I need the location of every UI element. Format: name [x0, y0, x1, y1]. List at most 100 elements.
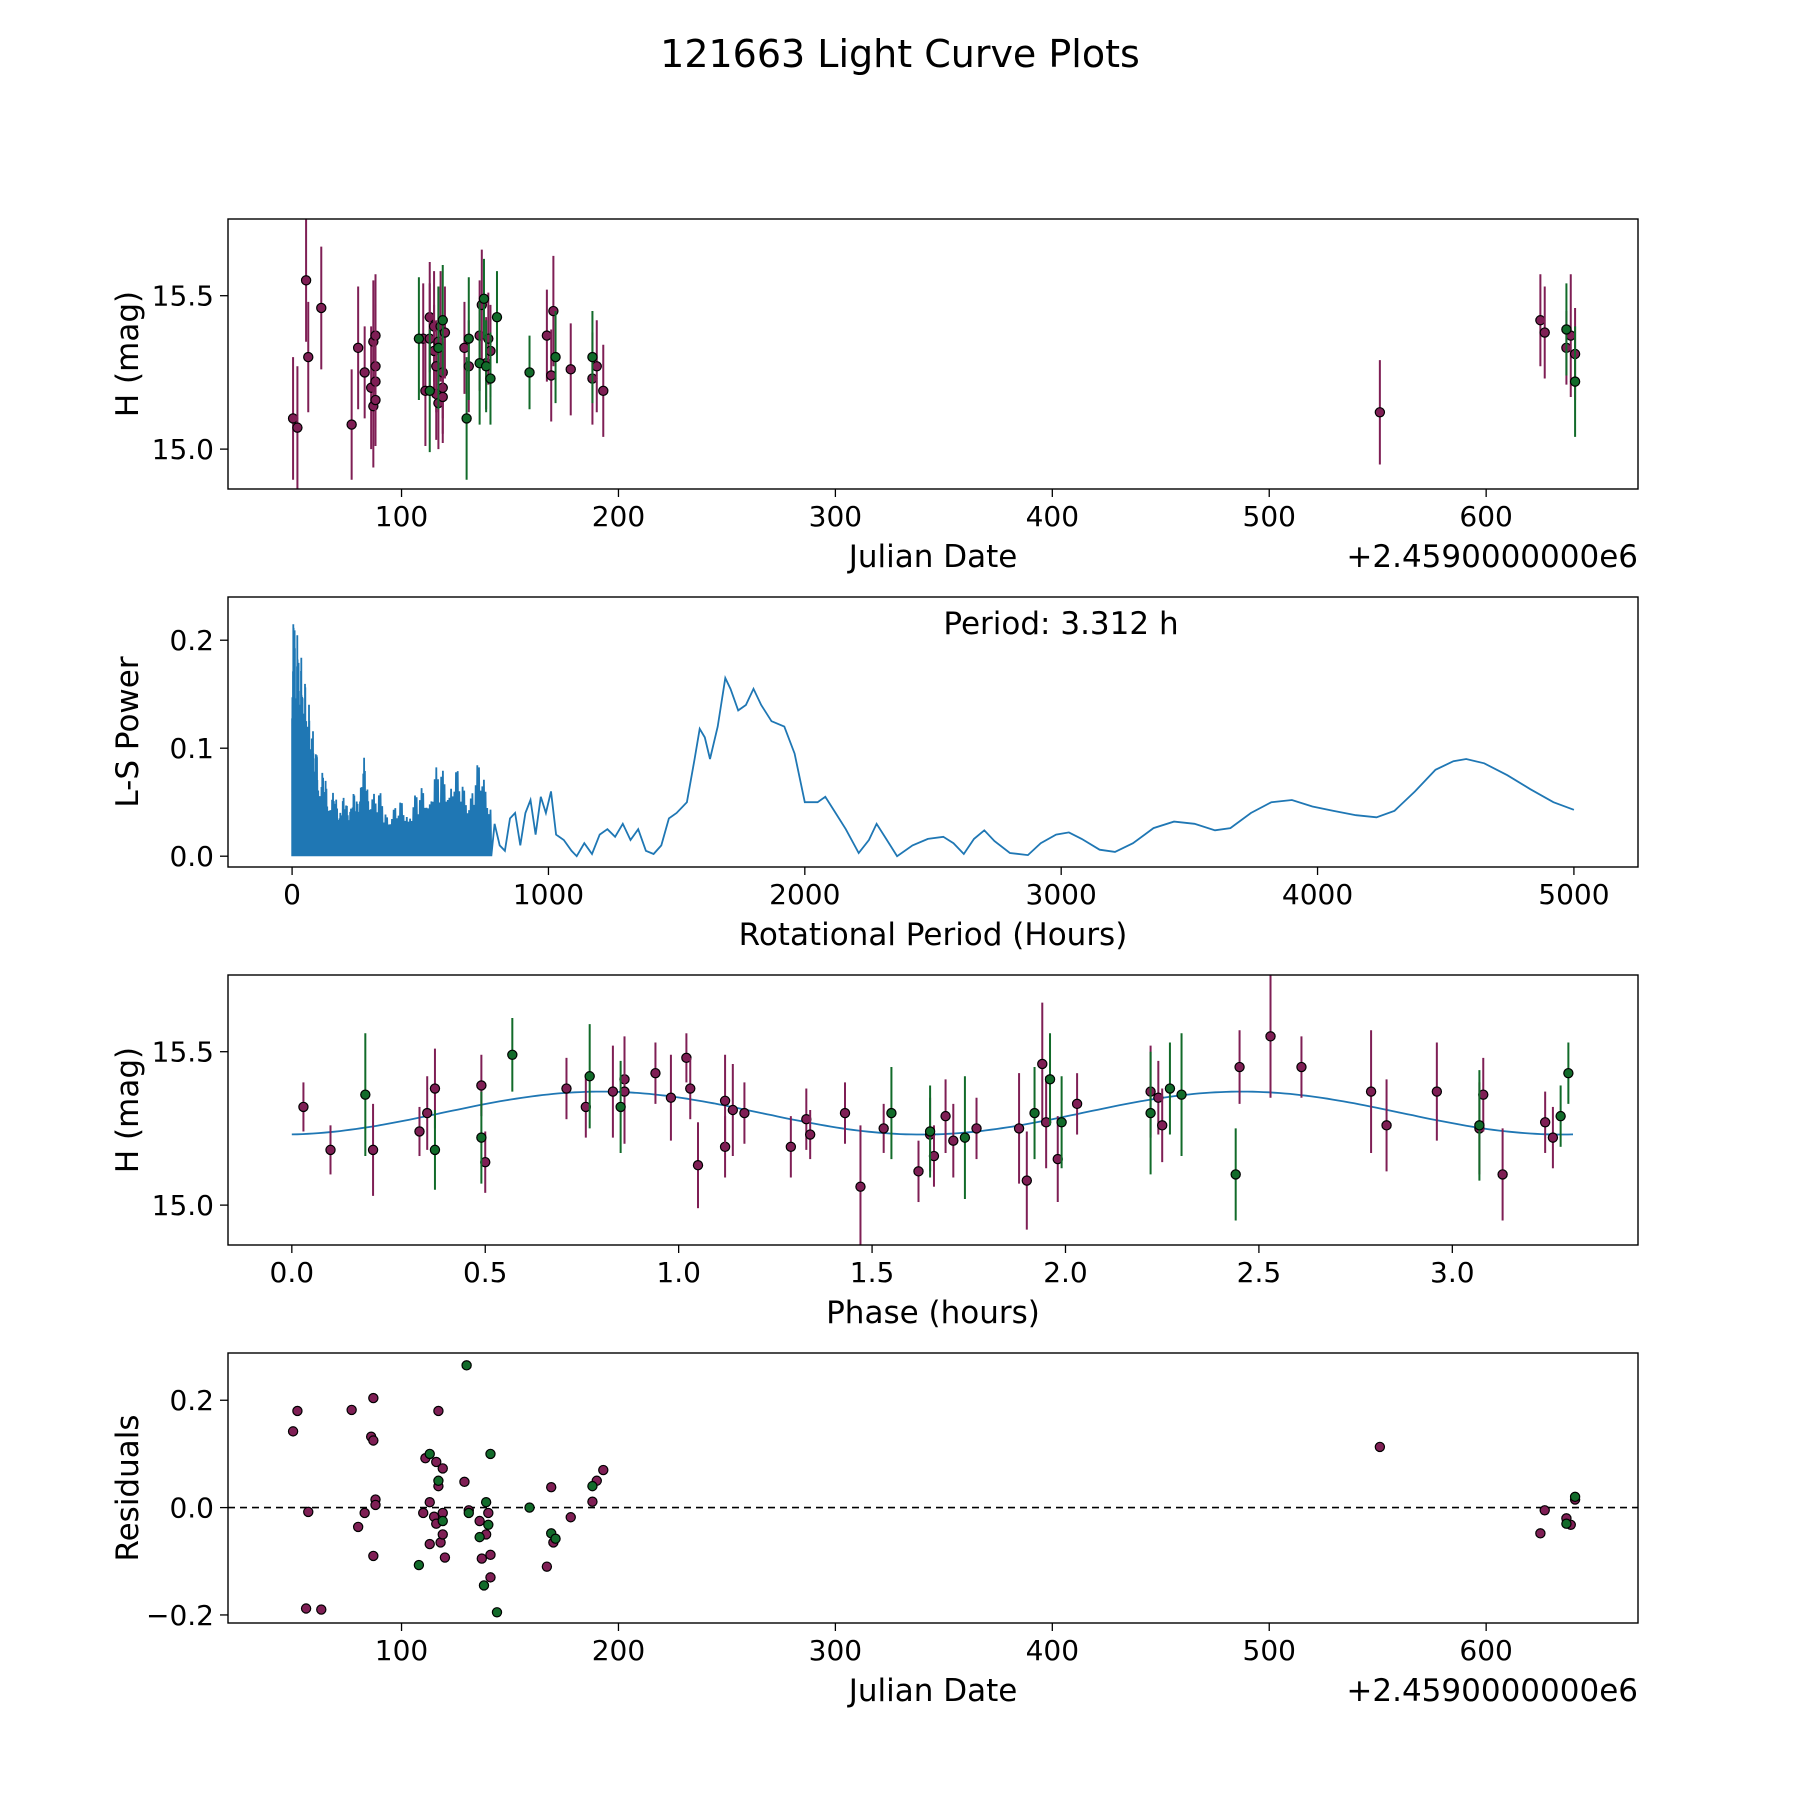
data-point [1539, 1117, 1551, 1128]
data-point [418, 1507, 429, 1519]
data-point [1561, 324, 1572, 335]
axes-frame [227, 218, 1639, 490]
data-point [424, 385, 435, 397]
data-point [1381, 1120, 1392, 1131]
data-point [1539, 327, 1550, 338]
data-point [474, 1515, 485, 1527]
series-ztf_g [413, 1360, 1581, 1618]
data-point [352, 342, 364, 354]
data-point [607, 1086, 619, 1097]
x-tick-label: 200 [592, 1634, 645, 1667]
data-point [1365, 1086, 1377, 1097]
x-offset-label: +2.4590000000e6 [1346, 1673, 1638, 1709]
data-point [940, 1110, 951, 1122]
y-tick-label: 15.5 [152, 1036, 214, 1069]
data-point [437, 1463, 448, 1474]
data-point [480, 361, 492, 372]
data-point [1535, 315, 1546, 326]
data-point [598, 385, 609, 397]
axes-frame [227, 974, 1639, 1246]
x-tick-label: 3000 [1026, 878, 1097, 911]
plot-area-residuals [228, 1360, 1638, 1618]
data-point [463, 333, 474, 344]
y-axis-label: H (mag) [110, 291, 146, 417]
panel-phase: 0.0 0.5 1.0 1.5 2.0 2.5 3.0 15.0 15.5 Phase (hour… [110, 974, 1639, 1331]
axes-frame [227, 596, 1639, 868]
data-point [565, 364, 576, 375]
y-tick-label: 0.2 [169, 1384, 214, 1417]
y-tick-label: 0.2 [169, 624, 214, 657]
x-tick-label: 100 [375, 1634, 428, 1667]
x-tick-label: 2000 [769, 878, 840, 911]
x-tick-label: 400 [1026, 1634, 1079, 1667]
x-tick-label: 1.5 [850, 1256, 895, 1289]
data-point [437, 315, 448, 326]
data-point [424, 1448, 435, 1460]
data-point [368, 1435, 379, 1446]
series-ztf_r [287, 1392, 1581, 1615]
data-point [483, 1519, 494, 1530]
data-point [424, 1497, 435, 1508]
data-point [587, 1480, 598, 1492]
data-point [1431, 1086, 1443, 1097]
data-point [524, 1502, 535, 1513]
data-point [1071, 1098, 1083, 1110]
data-point [292, 1405, 303, 1417]
y-tick-label: 0.0 [169, 1492, 214, 1525]
y-axis-label: L-S Power [110, 656, 146, 807]
x-tick-label: 600 [1459, 500, 1512, 533]
data-point [433, 342, 444, 354]
data-point [665, 1092, 677, 1103]
y-tick-label: 15.0 [152, 433, 214, 466]
data-point [485, 1572, 496, 1583]
y-tick-label: −0.2 [146, 1599, 214, 1632]
data-point [316, 1604, 327, 1615]
x-axis-label: Phase (hours) [826, 1295, 1040, 1331]
data-point [437, 391, 448, 403]
data-point [855, 1181, 866, 1192]
data-point [474, 1531, 485, 1543]
data-point [1176, 1089, 1187, 1100]
data-point [1374, 407, 1386, 418]
data-point [476, 1080, 487, 1091]
series-ztf_r [298, 975, 1559, 1245]
data-point [948, 1135, 959, 1146]
series-ztf_g [360, 1017, 1574, 1221]
data-point [422, 1107, 433, 1119]
data-point [463, 1507, 474, 1519]
data-point [1569, 376, 1581, 387]
x-tick-label: 400 [1026, 500, 1079, 533]
data-point [459, 342, 470, 354]
data-point [491, 1607, 503, 1618]
data-point [546, 1481, 557, 1493]
panel-raw: 100 200 300 400 500 600 15.0 15.5 Julian Date H (… [110, 218, 1639, 575]
data-point [615, 1101, 626, 1113]
data-point [439, 1552, 451, 1563]
panel-residuals: 100 200 300 400 500 600 −0.2 0.0 0.2 Julian Date R… [110, 1352, 1639, 1709]
y-tick-label: 0.1 [169, 732, 214, 765]
data-point [1547, 1132, 1559, 1143]
data-point [719, 1095, 731, 1106]
y-axis-label: Residuals [110, 1414, 146, 1561]
data-point [1021, 1175, 1033, 1186]
data-point [587, 351, 598, 363]
data-point [483, 333, 494, 344]
data-point [478, 293, 490, 304]
data-point [300, 1603, 312, 1614]
x-tick-label: 0.5 [463, 1256, 508, 1289]
data-point [461, 1360, 472, 1371]
data-point [507, 1049, 518, 1060]
data-point [1535, 1528, 1546, 1539]
data-point [785, 1141, 797, 1153]
data-point [913, 1166, 924, 1177]
data-point [1265, 1031, 1276, 1042]
y-tick-label: 0.0 [169, 840, 214, 873]
x-tick-label: 1000 [513, 878, 584, 911]
x-tick-label: 3.0 [1430, 1256, 1475, 1289]
data-point [413, 1559, 425, 1571]
plot-area-raw [287, 219, 1581, 489]
data-point [433, 1405, 444, 1417]
x-axis-label: Julian Date [847, 1673, 1018, 1709]
